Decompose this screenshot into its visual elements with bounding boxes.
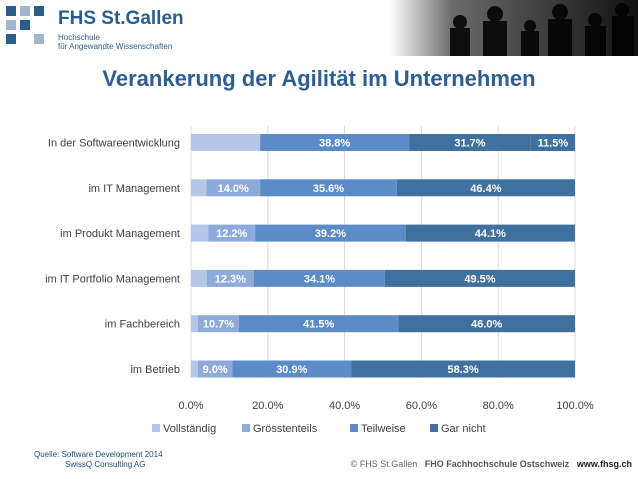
data-label: 38.8% xyxy=(319,138,350,150)
header-photo-banner xyxy=(390,0,638,56)
bar-segment xyxy=(405,224,575,242)
data-label: 46.0% xyxy=(471,319,502,331)
footer-url[interactable]: www.fhsg.ch xyxy=(576,459,632,469)
source-note: Quelle: Software Development 2014 SwissQ… xyxy=(34,450,163,470)
bar-segment xyxy=(384,269,575,287)
logo-square xyxy=(20,6,30,16)
data-label: 10.7% xyxy=(203,319,234,331)
logo-square xyxy=(34,6,44,16)
bar-segment xyxy=(232,360,352,378)
data-label: 11.5% xyxy=(538,138,569,150)
data-label: 34.1% xyxy=(304,273,335,285)
bar-segment xyxy=(197,360,233,378)
logo-square xyxy=(6,34,16,44)
legend-label: Teilweise xyxy=(361,423,406,435)
bar-segment xyxy=(409,134,531,151)
data-label: 44.1% xyxy=(475,228,506,240)
category-label: im IT Management xyxy=(88,183,180,195)
data-label: 39.2% xyxy=(315,228,346,240)
bar-segment xyxy=(208,224,256,242)
bar-segment xyxy=(239,315,399,333)
bar-segment xyxy=(351,360,575,378)
bar-segment xyxy=(191,315,198,333)
x-tick-label: 0.0% xyxy=(178,400,203,412)
bar-segment xyxy=(255,224,406,242)
bar-segment xyxy=(530,134,575,151)
data-label: 12.2% xyxy=(216,228,247,240)
logo-name: FHS St.Gallen xyxy=(58,8,184,29)
logo-subtitle-line: für Angewandte Wissenschaften xyxy=(58,42,173,51)
data-label: 31.7% xyxy=(454,138,485,150)
footer-school: FHO Fachhochschule Ostschweiz xyxy=(424,459,570,469)
bar-segment xyxy=(396,179,575,197)
bar-segment xyxy=(191,224,209,242)
footer-copyright: © FHS St.Gallen xyxy=(350,459,418,469)
bar-segment xyxy=(191,179,207,197)
data-label: 49.5% xyxy=(464,273,495,285)
data-label: 58.3% xyxy=(447,364,478,376)
logo-square xyxy=(6,6,16,16)
legend-swatch xyxy=(350,424,358,432)
logo-square xyxy=(34,34,44,44)
fhs-logo: FHS St.Gallen Hochschule für Angewandte … xyxy=(6,6,236,54)
source-line: Quelle: Software Development 2014 xyxy=(34,450,163,459)
data-label: 12.3% xyxy=(215,273,246,285)
logo-square xyxy=(20,20,30,30)
category-label: im Produkt Management xyxy=(60,228,180,240)
category-label: im Betrieb xyxy=(130,364,180,376)
crowd-silhouette-image xyxy=(390,0,638,56)
legend-swatch xyxy=(430,424,438,432)
legend-label: Vollständig xyxy=(163,423,216,435)
legend-label: Grösstenteils xyxy=(253,423,318,435)
data-label: 30.9% xyxy=(276,364,307,376)
bar-segment xyxy=(191,360,198,378)
data-label: 35.6% xyxy=(313,183,344,195)
x-tick-label: 20.0% xyxy=(252,400,283,412)
slide-title: Verankerung der Agilität im Unternehmen xyxy=(102,66,536,91)
legend-swatch xyxy=(152,424,160,432)
category-label: im IT Portfolio Management xyxy=(45,273,180,285)
legend-label: Gar nicht xyxy=(441,423,486,435)
data-label: 14.0% xyxy=(218,183,249,195)
footer: © FHS St.Gallen FHO Fachhochschule Ostsc… xyxy=(351,459,632,469)
logo-subtitle: Hochschule für Angewandte Wissenschaften xyxy=(58,33,172,51)
bar-segment xyxy=(398,315,575,333)
logo-subtitle-line: Hochschule xyxy=(58,33,100,42)
data-label: 46.4% xyxy=(470,183,501,195)
x-tick-label: 100.0% xyxy=(556,400,594,412)
bar-segment xyxy=(206,179,261,197)
bar-segment xyxy=(191,269,207,287)
bar-segment xyxy=(253,269,385,287)
bar-segment xyxy=(191,134,261,151)
x-tick-label: 60.0% xyxy=(406,400,437,412)
x-tick-label: 40.0% xyxy=(329,400,360,412)
category-label: im Fachbereich xyxy=(105,319,180,331)
bar-segment xyxy=(197,315,239,333)
source-line: SwissQ Consulting AG xyxy=(65,460,146,469)
data-label: 9.0% xyxy=(203,364,228,376)
bar-segment xyxy=(260,134,410,151)
bar-segment xyxy=(260,179,397,197)
legend-swatch xyxy=(242,424,250,432)
bar-segment xyxy=(206,269,254,287)
x-tick-label: 80.0% xyxy=(483,400,514,412)
data-label: 41.5% xyxy=(303,319,334,331)
logo-square xyxy=(6,20,16,30)
category-label: In der Softwareentwicklung xyxy=(48,138,180,150)
stacked-bar-chart: In der Softwareentwicklung 38.8% 31.7% 11.5… xyxy=(45,126,594,435)
